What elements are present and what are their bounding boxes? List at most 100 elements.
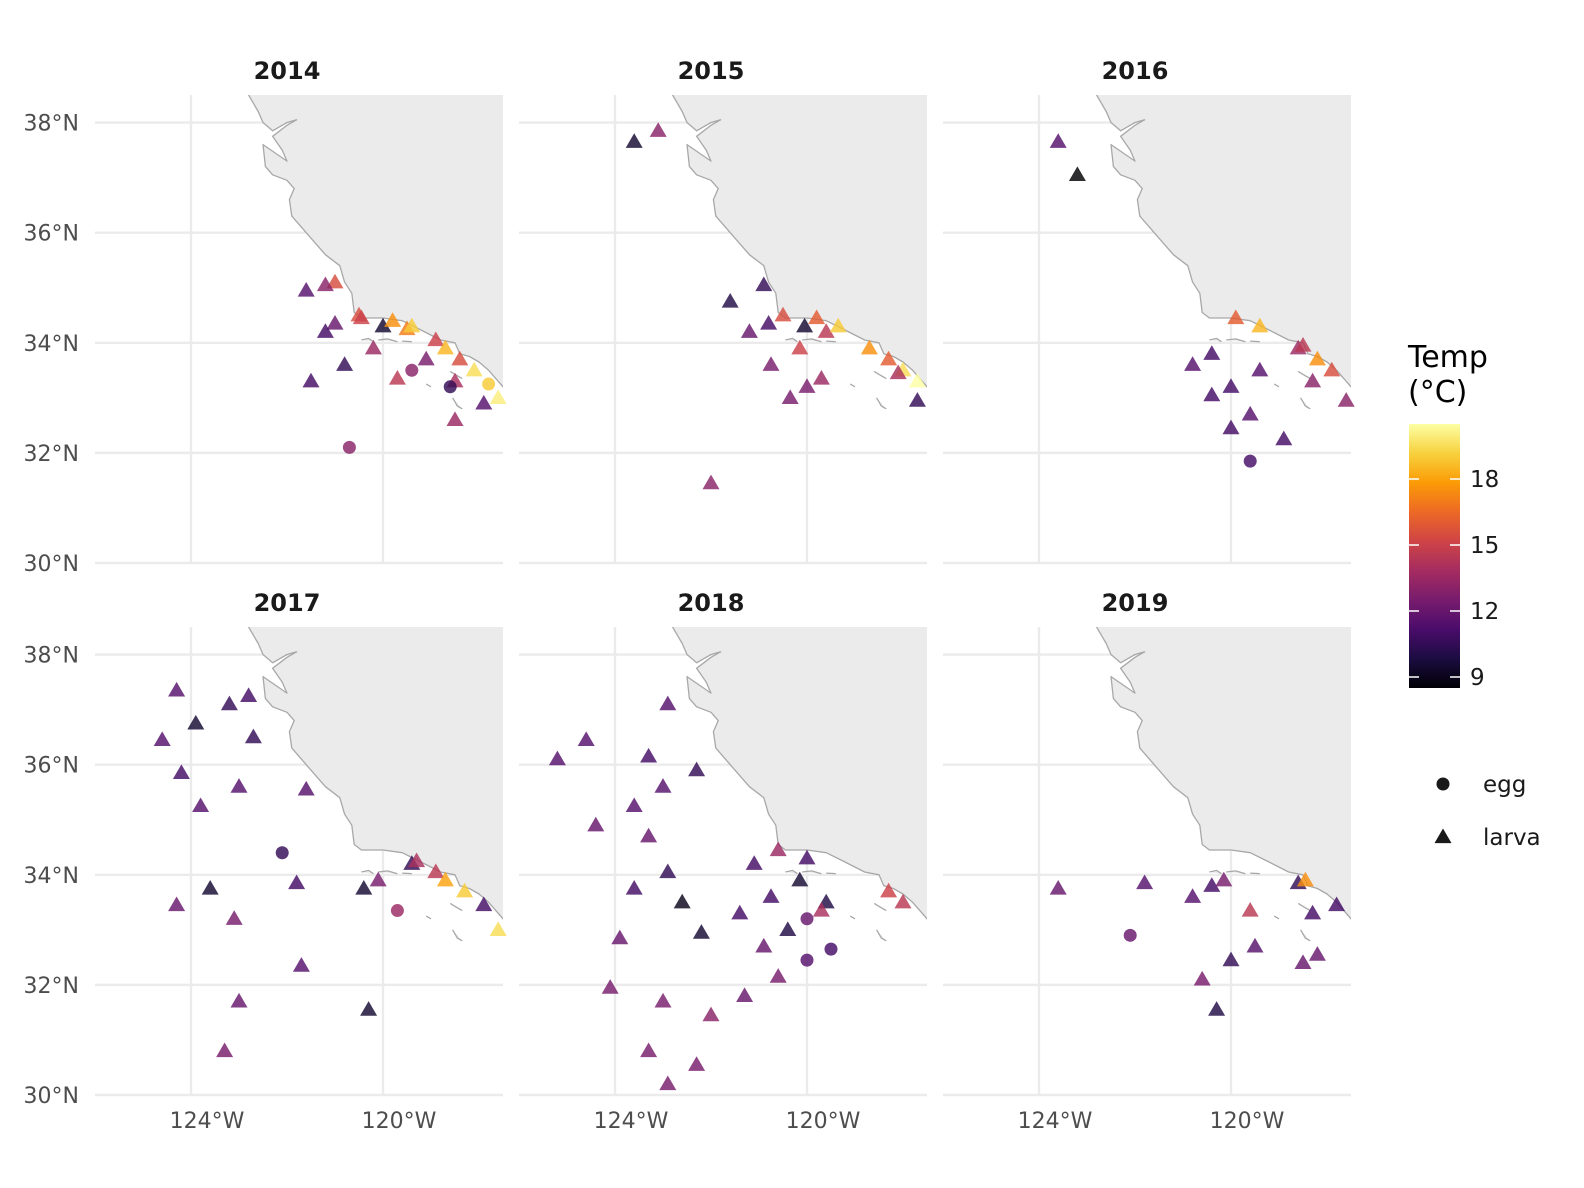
y-tick-label: 38°N bbox=[24, 644, 79, 669]
larva-point bbox=[302, 372, 320, 388]
larva-point bbox=[489, 389, 507, 404]
larva-point bbox=[489, 921, 507, 936]
shape-legend: egg larva bbox=[1434, 772, 1541, 851]
island bbox=[1226, 870, 1246, 875]
larva-point bbox=[688, 1056, 706, 1071]
y-tick-label: 34°N bbox=[24, 864, 79, 889]
island bbox=[452, 929, 463, 942]
y-tick-label: 36°N bbox=[24, 754, 79, 779]
larva-point bbox=[1328, 896, 1346, 912]
larva-point bbox=[192, 797, 210, 813]
larva-point bbox=[798, 378, 816, 393]
points bbox=[548, 695, 912, 1091]
larva-point bbox=[230, 992, 248, 1008]
panel-title: 2015 bbox=[678, 57, 745, 85]
color-tick-label: 12 bbox=[1470, 599, 1499, 625]
larva-point bbox=[611, 929, 629, 945]
land bbox=[1095, 95, 1351, 410]
island bbox=[425, 383, 432, 388]
larva-point bbox=[1294, 954, 1312, 969]
larva-point bbox=[640, 747, 658, 763]
panel-title: 2016 bbox=[1102, 57, 1169, 85]
larva-point bbox=[1184, 356, 1202, 371]
larva-point bbox=[384, 312, 402, 327]
larva-point bbox=[736, 987, 754, 1003]
island bbox=[402, 340, 412, 343]
y-tick-label: 34°N bbox=[24, 332, 79, 357]
larva-point bbox=[1222, 378, 1240, 393]
larva-point bbox=[187, 714, 205, 730]
egg-point bbox=[443, 380, 457, 394]
island bbox=[1297, 902, 1311, 912]
larva-point bbox=[640, 1042, 658, 1058]
island bbox=[1273, 915, 1280, 920]
larva-point bbox=[230, 778, 248, 793]
larva-point bbox=[659, 695, 677, 711]
panel-2015: 2015 bbox=[519, 57, 927, 565]
larva-point bbox=[721, 292, 739, 308]
larva-point bbox=[659, 863, 677, 879]
color-tick-label: 18 bbox=[1470, 467, 1499, 493]
coastline bbox=[247, 95, 503, 388]
panel-title: 2014 bbox=[254, 57, 321, 85]
island bbox=[873, 902, 887, 912]
panel-2019: 2019 124°W 120°W bbox=[943, 589, 1351, 1134]
larva-point bbox=[1246, 937, 1264, 953]
larva-point bbox=[1304, 904, 1322, 920]
island bbox=[361, 337, 374, 343]
larva-point bbox=[1203, 386, 1221, 402]
larva-point bbox=[336, 356, 354, 371]
larva-point bbox=[762, 356, 780, 371]
island bbox=[802, 870, 822, 875]
larva-point bbox=[625, 797, 643, 813]
larva-point bbox=[1068, 166, 1086, 181]
egg-point bbox=[1123, 928, 1137, 942]
y-tick-label: 38°N bbox=[24, 112, 79, 137]
egg-point bbox=[275, 846, 289, 860]
larva-point bbox=[1184, 888, 1202, 903]
larva-point bbox=[297, 281, 315, 297]
larva-point bbox=[1308, 946, 1326, 961]
larva-point bbox=[436, 871, 454, 887]
x-tick-label: 124°W bbox=[594, 1109, 669, 1134]
larva-point bbox=[1222, 951, 1240, 967]
island bbox=[1300, 397, 1311, 410]
land bbox=[671, 95, 927, 410]
larva-point bbox=[1251, 317, 1269, 333]
larva-point bbox=[172, 764, 190, 780]
color-legend-title-line1: Temp bbox=[1407, 340, 1488, 375]
larva-point bbox=[740, 323, 758, 338]
larva-point bbox=[417, 350, 435, 366]
larva-point bbox=[649, 122, 667, 137]
larva-point bbox=[297, 780, 315, 796]
island bbox=[1300, 929, 1311, 942]
larva-point bbox=[798, 849, 816, 865]
larva-point bbox=[688, 761, 706, 777]
larva-point bbox=[168, 681, 186, 697]
larva-point bbox=[601, 979, 619, 994]
island bbox=[378, 338, 398, 343]
larva-point bbox=[369, 871, 387, 887]
larva-point bbox=[403, 317, 421, 333]
egg-point bbox=[824, 942, 838, 956]
larva-point bbox=[791, 871, 809, 887]
panel-2016: 2016 bbox=[943, 57, 1355, 565]
larva-point bbox=[731, 904, 749, 920]
larva-point bbox=[1241, 902, 1259, 917]
larva-point bbox=[548, 750, 566, 766]
larva-point bbox=[654, 778, 672, 793]
larva-point bbox=[791, 339, 809, 355]
larva-point bbox=[762, 888, 780, 903]
larva-point bbox=[465, 361, 483, 377]
larva-point bbox=[1308, 350, 1326, 366]
larva-point bbox=[1136, 874, 1154, 890]
points bbox=[1049, 871, 1346, 1016]
island bbox=[1250, 340, 1260, 343]
island bbox=[826, 872, 836, 875]
egg-point bbox=[1243, 454, 1257, 468]
larva-legend-key bbox=[1434, 828, 1452, 844]
x-tick-label: 120°W bbox=[362, 1109, 437, 1134]
island bbox=[1209, 337, 1222, 343]
larva-point bbox=[880, 882, 898, 898]
